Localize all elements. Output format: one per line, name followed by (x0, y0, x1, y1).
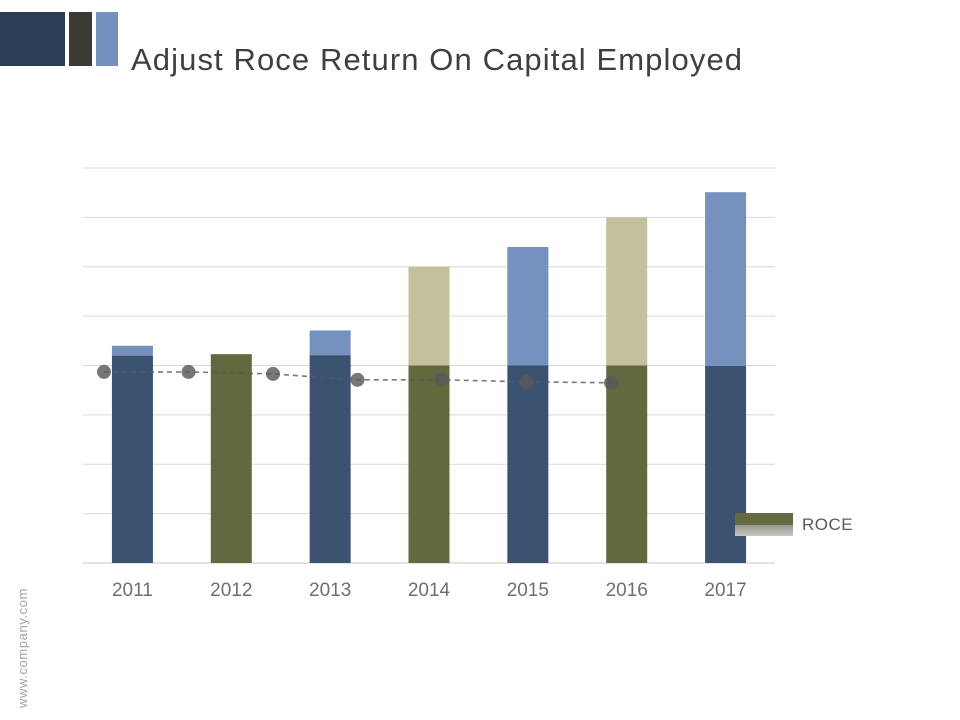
bar-2011-top (111, 345, 153, 356)
x-tick-label-2017: 2017 (704, 580, 746, 601)
slide-title: Adjust Roce Return On Capital Employed (131, 41, 744, 77)
x-tick-label-2014: 2014 (408, 580, 451, 601)
bar-2013-base (309, 355, 351, 563)
roce-marker-2011 (97, 364, 111, 379)
bar-2015-base (507, 365, 549, 563)
roce-marker-2014 (350, 372, 365, 387)
x-tick-label-2016: 2016 (606, 580, 648, 601)
website-watermark: www.company.com (15, 587, 30, 708)
bar-2012-base (210, 354, 252, 563)
accent-block-navy (0, 12, 65, 66)
bar-2014-base (408, 365, 450, 563)
x-tick-label-2011: 2011 (112, 580, 153, 601)
legend-label: ROCE (802, 514, 854, 534)
legend-swatch-olive (735, 513, 793, 525)
roce-marker-2017 (604, 375, 618, 390)
bar-2016-base (606, 365, 648, 563)
bar-2016-top (606, 217, 648, 366)
x-tick-label-2013: 2013 (309, 580, 351, 601)
bar-2014-top (408, 266, 450, 366)
bar-2013-top (309, 330, 351, 356)
bar-2017-top (705, 192, 747, 366)
roce-marker-2016 (519, 374, 534, 389)
legend-swatch (735, 513, 793, 536)
bar-2015-top (507, 247, 549, 366)
bar-2011-base (111, 355, 153, 563)
legend: ROCE (735, 513, 853, 536)
accent-block-steel-blue (96, 12, 118, 66)
x-tick-label-2012: 2012 (210, 580, 252, 601)
roce-marker-2013 (266, 366, 280, 381)
roce-marker-2012 (181, 364, 196, 379)
legend-swatch-silver (735, 525, 793, 536)
accent-block-charcoal (69, 12, 92, 66)
roce-marker-2015 (435, 372, 449, 387)
x-tick-label-2015: 2015 (507, 580, 549, 601)
